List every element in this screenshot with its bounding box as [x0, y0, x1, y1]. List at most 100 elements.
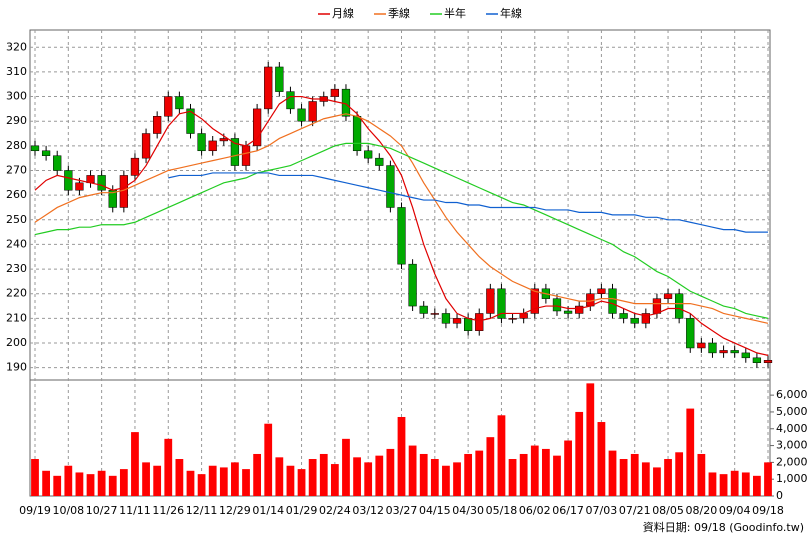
volume-bar — [153, 465, 162, 496]
candle-body — [97, 175, 106, 191]
x-tick-label: 07/03 — [586, 504, 618, 517]
x-tick-label: 09/18 — [752, 504, 784, 517]
volume-bar — [197, 474, 206, 496]
candle-body — [386, 165, 395, 208]
volume-bar — [231, 462, 239, 496]
x-tick-label: 09/04 — [719, 504, 751, 517]
volume-bar — [486, 437, 495, 496]
volume-bar — [131, 432, 139, 496]
candle-body — [164, 96, 173, 117]
volume-bar — [508, 459, 517, 496]
x-tick-label: 05/18 — [486, 504, 518, 517]
volume-bar — [741, 472, 750, 496]
y-tick-label: 290 — [6, 114, 27, 127]
y-tick-label: 230 — [6, 262, 27, 275]
x-tick-label: 10/27 — [86, 504, 118, 517]
legend-label: 半年 — [444, 6, 466, 20]
volume-bar — [353, 457, 361, 496]
y-tick-label: 260 — [6, 188, 27, 201]
candle-body — [230, 138, 240, 166]
candle-body — [375, 157, 384, 166]
candle-body — [575, 305, 584, 314]
candle-body — [141, 133, 151, 159]
candle-body — [552, 298, 562, 312]
volume-bar — [541, 448, 550, 496]
y-tick-label: 240 — [6, 237, 27, 250]
y-tick-label: 200 — [6, 336, 27, 349]
y-tick-label: 5,000 — [776, 405, 808, 418]
candle-body — [419, 305, 428, 314]
volume-bar — [597, 422, 606, 496]
candle-body — [563, 310, 573, 314]
x-tick-label: 03/27 — [386, 504, 418, 517]
volume-bar — [630, 453, 639, 496]
y-tick-label: 0 — [776, 489, 783, 502]
x-tick-label: 03/12 — [352, 504, 384, 517]
volume-bar — [575, 411, 584, 496]
x-tick-label: 01/14 — [252, 504, 284, 517]
ma-line — [34, 95, 769, 356]
x-tick-label: 04/15 — [419, 504, 451, 517]
volume-bar — [364, 462, 373, 496]
candle-body — [730, 350, 739, 354]
candle-body — [530, 288, 539, 314]
volume-bar — [564, 440, 572, 496]
volume-bar — [342, 438, 350, 496]
candle-body — [75, 182, 84, 191]
volume-bar — [286, 465, 295, 496]
candle-body — [53, 155, 62, 171]
volume-bar — [375, 455, 384, 496]
y-tick-label: 280 — [6, 139, 27, 152]
volume-bar — [308, 459, 317, 496]
ma-line — [168, 172, 768, 233]
volume-bar — [42, 470, 50, 496]
candle-body — [597, 288, 606, 294]
candle-body — [397, 207, 406, 265]
legend-label: 年線 — [500, 6, 522, 20]
candle-body — [619, 313, 628, 319]
legend-label: 季線 — [388, 6, 410, 20]
volume-bar — [608, 450, 617, 496]
y-tick-label: 300 — [6, 90, 27, 103]
volume-bar — [208, 465, 217, 496]
candle-body — [275, 66, 284, 92]
y-tick-label: 320 — [6, 40, 27, 53]
legend-label: 月線 — [332, 6, 354, 20]
candle-body — [186, 108, 195, 134]
y-tick-label: 1,000 — [776, 472, 808, 485]
volume-bar — [686, 408, 695, 496]
y-tick-label: 4,000 — [776, 422, 808, 435]
y-tick-label: 310 — [6, 65, 27, 78]
candle-body — [341, 88, 351, 117]
candle-body — [364, 150, 373, 159]
volume-bar — [619, 459, 628, 496]
candle-body — [486, 288, 495, 314]
candle-body — [741, 352, 750, 359]
candle-body — [252, 108, 262, 147]
volume-bar — [330, 464, 339, 496]
candle-body — [352, 116, 362, 152]
volume-bar — [464, 453, 473, 496]
candle-body — [463, 318, 473, 331]
volume-bar — [31, 459, 39, 496]
x-tick-label: 06/17 — [552, 504, 584, 517]
candle-body — [264, 66, 273, 110]
x-tick-label: 10/08 — [52, 504, 84, 517]
volume-bar — [475, 450, 484, 496]
candle-body — [641, 313, 650, 324]
volume-bar — [397, 416, 406, 496]
volume-bar — [519, 453, 528, 496]
candle-body — [519, 313, 528, 319]
candle-body — [308, 101, 317, 122]
volume-bar — [319, 453, 328, 496]
candle-body — [64, 170, 73, 191]
candle-body — [197, 133, 206, 152]
candle-body — [686, 318, 695, 349]
volume-bar — [119, 469, 128, 496]
volume-bar — [442, 465, 450, 496]
volume-bar — [675, 452, 684, 496]
candle-body — [119, 175, 128, 208]
volume-bar — [242, 469, 250, 496]
volume-bar — [219, 467, 228, 496]
